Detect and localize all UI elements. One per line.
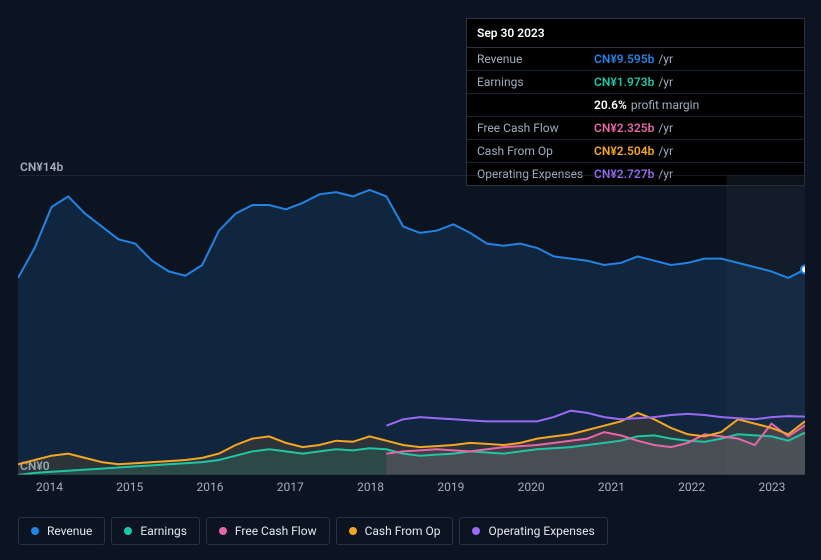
- tooltip-row-value: CN¥1.973b: [594, 75, 654, 89]
- tooltip-row-label: [477, 98, 594, 112]
- chart-plot-area[interactable]: [18, 175, 805, 475]
- legend-dot: [124, 527, 132, 535]
- tooltip-date: Sep 30 2023: [467, 19, 804, 48]
- chart-tooltip: Sep 30 2023 RevenueCN¥9.595b/yrEarningsC…: [466, 18, 805, 186]
- tooltip-row: RevenueCN¥9.595b/yr: [467, 48, 804, 71]
- x-axis-tick: 2015: [116, 480, 143, 494]
- tooltip-row-label: Cash From Op: [477, 144, 594, 158]
- legend-item-cash_from_op[interactable]: Cash From Op: [336, 517, 454, 545]
- legend-item-operating_expenses[interactable]: Operating Expenses: [459, 517, 607, 545]
- tooltip-row-suffix: /yr: [658, 121, 673, 135]
- legend-label: Earnings: [140, 524, 187, 538]
- tooltip-row-value: CN¥2.325b: [594, 121, 654, 135]
- tooltip-row-value: 20.6%: [594, 98, 627, 112]
- legend-item-free_cash_flow[interactable]: Free Cash Flow: [206, 517, 330, 545]
- tooltip-row: EarningsCN¥1.973b/yr: [467, 71, 804, 94]
- x-axis-tick: 2022: [678, 480, 705, 494]
- x-axis-tick: 2014: [36, 480, 63, 494]
- x-axis-tick: 2023: [758, 480, 785, 494]
- tooltip-row: 20.6% profit margin: [467, 94, 804, 117]
- legend-item-revenue[interactable]: Revenue: [18, 517, 105, 545]
- x-axis-tick: 2017: [277, 480, 304, 494]
- x-axis-tick: 2018: [357, 480, 384, 494]
- tooltip-row-label: Earnings: [477, 75, 594, 89]
- tooltip-row: Cash From OpCN¥2.504b/yr: [467, 140, 804, 163]
- legend-dot: [472, 527, 480, 535]
- chart-legend: Revenue Earnings Free Cash Flow Cash From O…: [18, 517, 608, 545]
- tooltip-row-suffix: /yr: [658, 75, 673, 89]
- tooltip-row-value: CN¥2.504b: [594, 144, 654, 158]
- x-axis-tick: 2021: [598, 480, 625, 494]
- tooltip-row-value: CN¥9.595b: [594, 52, 654, 66]
- x-axis-tick: 2020: [518, 480, 545, 494]
- legend-dot: [219, 527, 227, 535]
- y-axis-max-label: CN¥14b: [20, 160, 63, 174]
- tooltip-row-suffix: /yr: [658, 52, 673, 66]
- x-axis-tick: 2019: [437, 480, 464, 494]
- legend-dot: [349, 527, 357, 535]
- legend-label: Operating Expenses: [488, 524, 594, 538]
- tooltip-row-label: Revenue: [477, 52, 594, 66]
- legend-label: Free Cash Flow: [235, 524, 317, 538]
- tooltip-row: Free Cash FlowCN¥2.325b/yr: [467, 117, 804, 140]
- tooltip-row-suffix: profit margin: [631, 98, 699, 112]
- x-axis: 2014 2015 2016 2017 2018 2019 2020 2021 2022 2023: [18, 480, 805, 500]
- tooltip-row-label: Free Cash Flow: [477, 121, 594, 135]
- x-axis-tick: 2016: [197, 480, 224, 494]
- legend-item-earnings[interactable]: Earnings: [111, 517, 200, 545]
- tooltip-row-suffix: /yr: [658, 144, 673, 158]
- legend-label: Revenue: [47, 524, 92, 538]
- legend-label: Cash From Op: [365, 524, 441, 538]
- legend-dot: [31, 527, 39, 535]
